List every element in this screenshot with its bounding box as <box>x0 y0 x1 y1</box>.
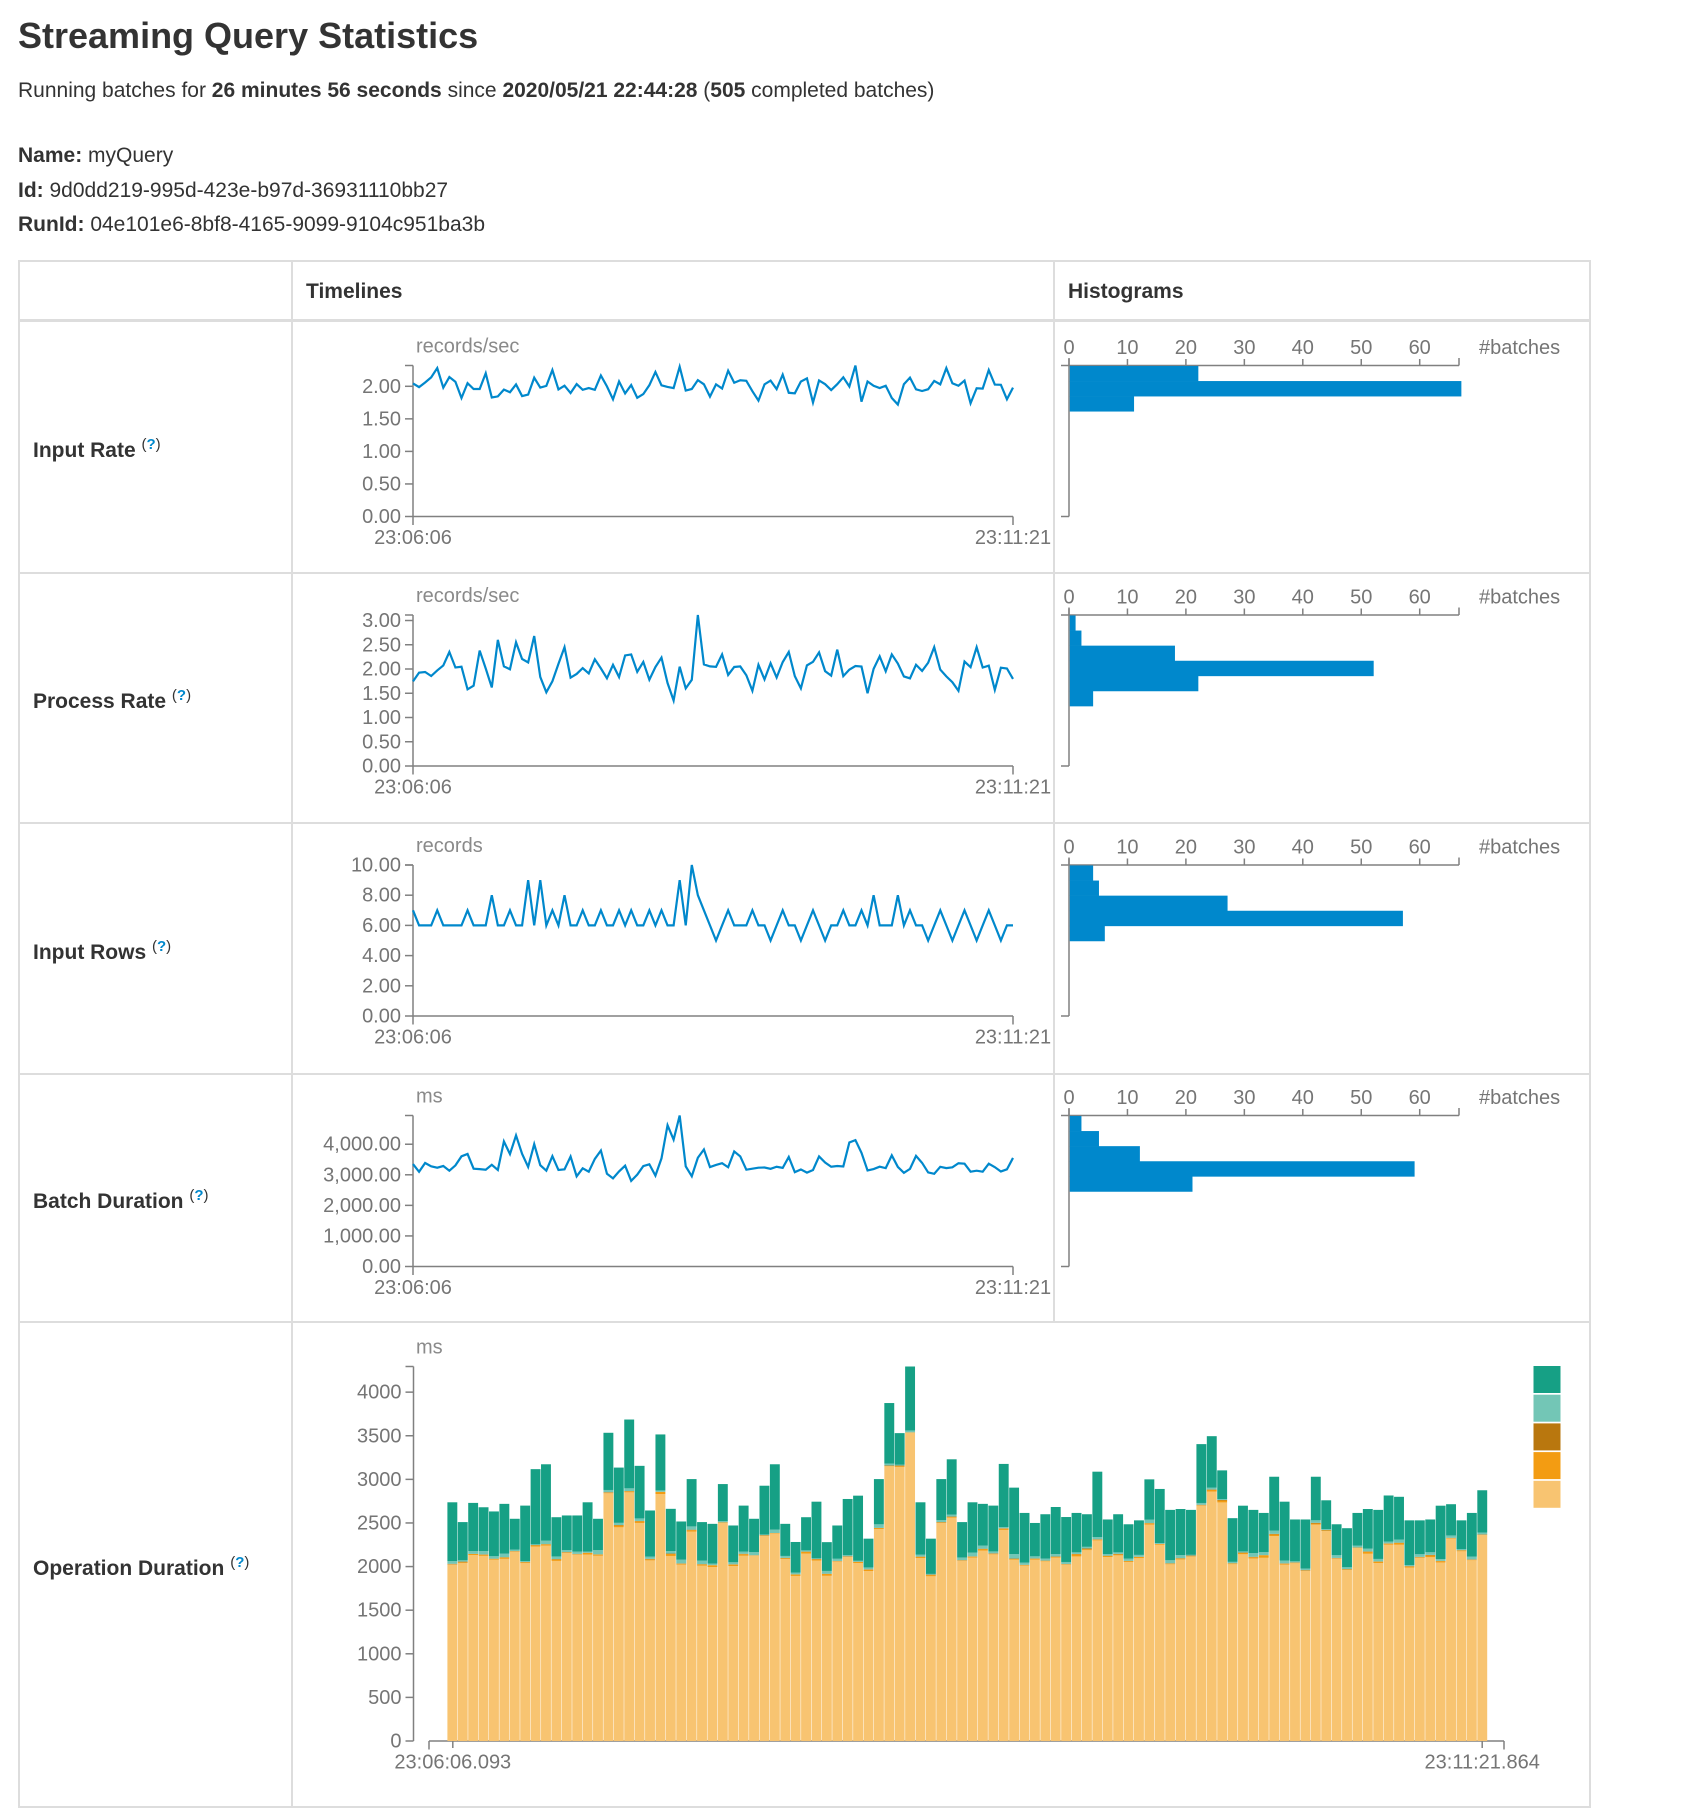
svg-text:10.00: 10.00 <box>351 855 401 877</box>
svg-text:4,000.00: 4,000.00 <box>323 1134 401 1156</box>
svg-text:#batches: #batches <box>1479 1087 1560 1109</box>
svg-text:3.00: 3.00 <box>362 610 401 632</box>
svg-text:20: 20 <box>1175 1087 1197 1109</box>
svg-text:#batches: #batches <box>1479 587 1560 609</box>
svg-text:40: 40 <box>1292 587 1314 609</box>
svg-text:1,000.00: 1,000.00 <box>323 1225 401 1247</box>
svg-text:0: 0 <box>1063 587 1074 609</box>
svg-text:0.50: 0.50 <box>362 731 401 753</box>
svg-text:10: 10 <box>1116 337 1138 359</box>
svg-text:0.00: 0.00 <box>362 1256 401 1278</box>
svg-text:20: 20 <box>1175 587 1197 609</box>
svg-text:60: 60 <box>1409 587 1431 609</box>
svg-text:40: 40 <box>1292 837 1314 859</box>
svg-text:3000: 3000 <box>357 1469 402 1491</box>
svg-text:1.50: 1.50 <box>362 408 401 430</box>
svg-text:2,000.00: 2,000.00 <box>323 1195 401 1217</box>
svg-text:ms: ms <box>416 1337 443 1359</box>
svg-text:23:11:21: 23:11:21 <box>975 1277 1051 1299</box>
svg-text:6.00: 6.00 <box>362 915 401 937</box>
svg-text:3500: 3500 <box>357 1425 402 1447</box>
svg-text:10: 10 <box>1116 1087 1138 1109</box>
svg-text:2.00: 2.00 <box>362 659 401 681</box>
svg-text:records/sec: records/sec <box>416 585 519 607</box>
svg-text:4000: 4000 <box>357 1382 402 1404</box>
svg-text:1000: 1000 <box>357 1643 402 1665</box>
svg-text:500: 500 <box>368 1687 401 1709</box>
svg-text:#batches: #batches <box>1479 837 1560 859</box>
svg-text:1.50: 1.50 <box>362 683 401 705</box>
svg-text:23:11:21: 23:11:21 <box>975 527 1051 549</box>
svg-text:23:06:06.093: 23:06:06.093 <box>394 1752 511 1774</box>
svg-text:10: 10 <box>1116 587 1138 609</box>
svg-text:ms: ms <box>416 1086 443 1108</box>
svg-text:23:11:21: 23:11:21 <box>975 777 1051 799</box>
svg-text:4.00: 4.00 <box>362 945 401 967</box>
svg-text:records: records <box>416 835 483 857</box>
svg-text:50: 50 <box>1350 587 1372 609</box>
svg-text:50: 50 <box>1350 837 1372 859</box>
svg-text:40: 40 <box>1292 1087 1314 1109</box>
svg-text:30: 30 <box>1233 1087 1255 1109</box>
svg-text:0: 0 <box>1063 337 1074 359</box>
svg-text:2.00: 2.00 <box>362 376 401 398</box>
svg-text:60: 60 <box>1409 837 1431 859</box>
svg-text:23:06:06: 23:06:06 <box>374 777 452 799</box>
svg-text:23:11:21: 23:11:21 <box>975 1027 1051 1049</box>
svg-text:50: 50 <box>1350 1087 1372 1109</box>
svg-text:40: 40 <box>1292 337 1314 359</box>
svg-text:30: 30 <box>1233 837 1255 859</box>
svg-text:0: 0 <box>1063 1087 1074 1109</box>
svg-text:2.50: 2.50 <box>362 634 401 656</box>
svg-text:23:11:21.864: 23:11:21.864 <box>1425 1752 1540 1774</box>
svg-text:3,000.00: 3,000.00 <box>323 1164 401 1186</box>
svg-text:2.00: 2.00 <box>362 975 401 997</box>
svg-text:23:06:06: 23:06:06 <box>374 1027 452 1049</box>
svg-text:10: 10 <box>1116 837 1138 859</box>
svg-text:records/sec: records/sec <box>416 336 519 358</box>
svg-text:0: 0 <box>390 1731 401 1753</box>
svg-text:20: 20 <box>1175 337 1197 359</box>
svg-text:30: 30 <box>1233 587 1255 609</box>
svg-text:0: 0 <box>1063 837 1074 859</box>
svg-text:2500: 2500 <box>357 1512 402 1534</box>
svg-text:0.00: 0.00 <box>362 1006 401 1028</box>
svg-text:23:06:06: 23:06:06 <box>374 527 452 549</box>
svg-text:8.00: 8.00 <box>362 885 401 907</box>
svg-text:2000: 2000 <box>357 1556 402 1578</box>
svg-text:50: 50 <box>1350 337 1372 359</box>
svg-text:23:06:06: 23:06:06 <box>374 1277 452 1299</box>
svg-text:#batches: #batches <box>1479 337 1560 359</box>
svg-text:30: 30 <box>1233 337 1255 359</box>
svg-text:60: 60 <box>1409 337 1431 359</box>
svg-text:20: 20 <box>1175 837 1197 859</box>
svg-text:60: 60 <box>1409 1087 1431 1109</box>
svg-text:0.00: 0.00 <box>362 756 401 778</box>
svg-text:1.00: 1.00 <box>362 441 401 463</box>
svg-text:0.00: 0.00 <box>362 506 401 528</box>
svg-text:0.50: 0.50 <box>362 473 401 495</box>
svg-text:1.00: 1.00 <box>362 707 401 729</box>
svg-text:1500: 1500 <box>357 1600 402 1622</box>
